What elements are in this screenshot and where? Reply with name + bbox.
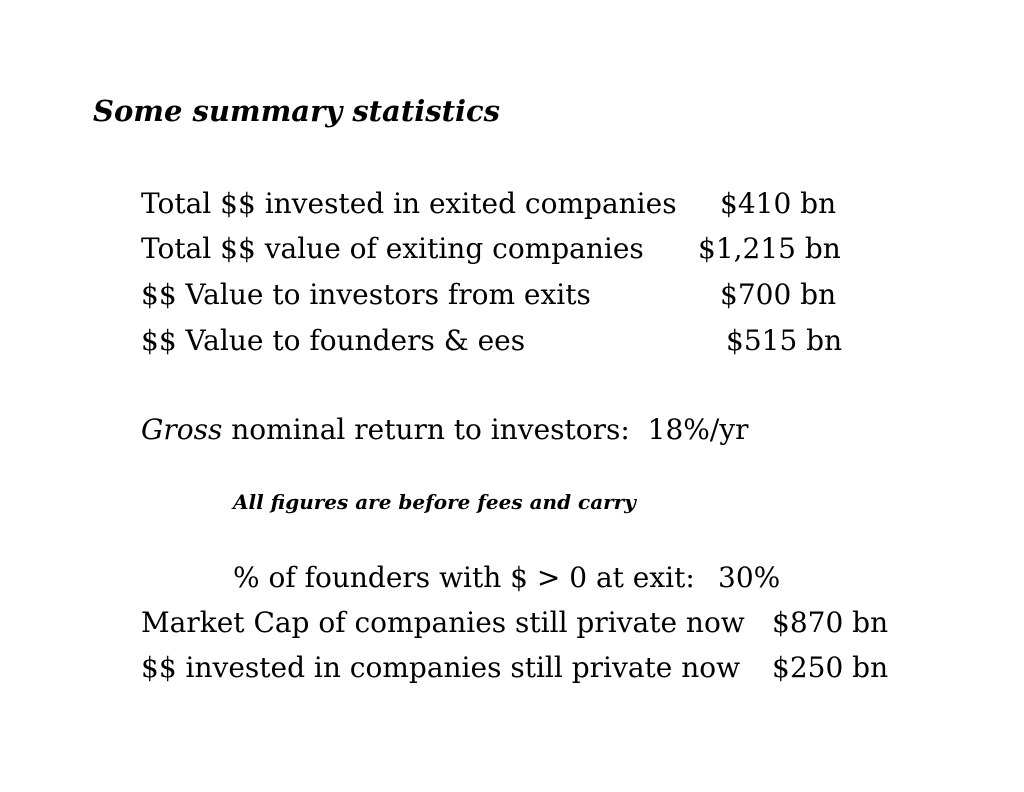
stat-value: $410 bn — [720, 187, 837, 220]
stat-value: $250 bn — [772, 651, 889, 684]
slide-title: Some summary statistics — [93, 94, 500, 128]
stat-value: $1,215 bn — [698, 232, 841, 265]
gross-emphasis: Gross — [141, 413, 223, 446]
stat-value: $515 bn — [726, 324, 843, 357]
stat-label: Market Cap of companies still private no… — [141, 606, 745, 639]
stat-value: $700 bn — [720, 278, 837, 311]
stat-label: $$ Value to investors from exits — [141, 278, 591, 311]
gross-return-text: nominal return to investors: 18%/yr — [222, 413, 749, 446]
stat-value: 30% — [718, 561, 781, 594]
fees-note: All figures are before fees and carry — [233, 490, 636, 514]
gross-return-line: Gross nominal return to investors: 18%/y… — [141, 416, 749, 444]
stat-value: $870 bn — [772, 606, 889, 639]
stat-label: $$ Value to founders & ees — [141, 324, 526, 357]
stat-label: Total $$ invested in exited companies — [141, 187, 677, 220]
stat-label: $$ invested in companies still private n… — [141, 651, 741, 684]
stat-label: Total $$ value of exiting companies — [141, 232, 644, 265]
stat-label: % of founders with $ > 0 at exit: — [233, 561, 695, 594]
